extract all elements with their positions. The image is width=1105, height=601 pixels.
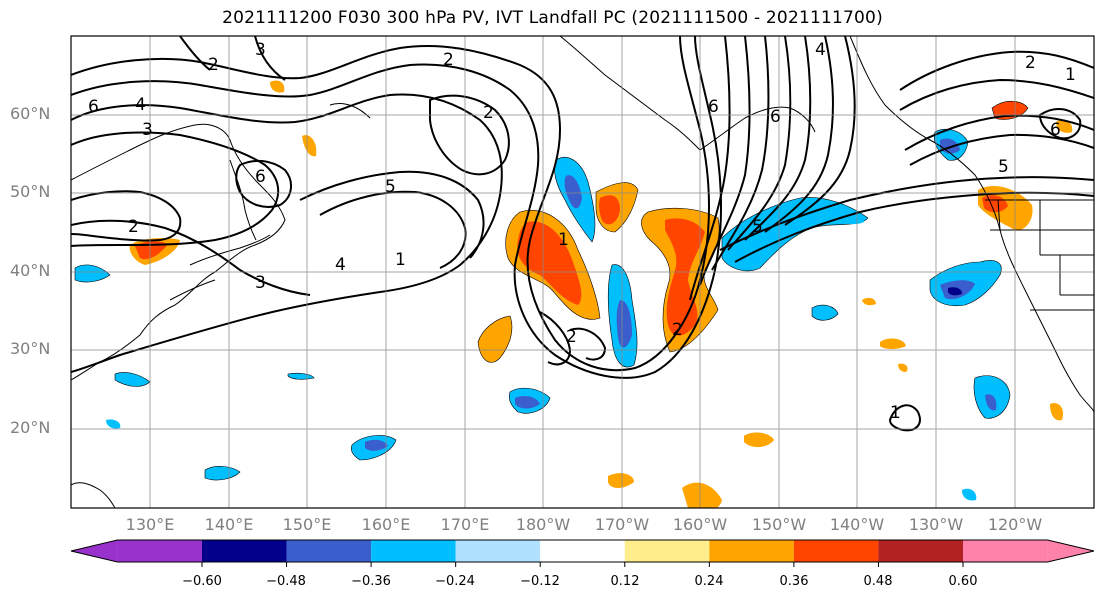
colorbar-tick-label: −0.60	[182, 574, 222, 589]
colorbar-cell	[793, 540, 879, 562]
contour-label: 2	[208, 55, 219, 75]
lon-label: 150°E	[282, 515, 332, 534]
colorbar-cell	[117, 540, 202, 562]
contour-label: 2	[1025, 53, 1036, 73]
contour-label: 1	[395, 250, 406, 270]
colorbar-tick-label: −0.12	[520, 574, 560, 589]
lon-label: 150°W	[751, 515, 807, 534]
lon-label: 170°W	[594, 515, 650, 534]
colorbar-cell	[709, 540, 794, 562]
contour-label: 1	[558, 230, 569, 250]
colorbar-cell	[624, 540, 710, 562]
contour-label: 5	[998, 157, 1009, 177]
contour-label: 6	[708, 97, 719, 117]
graticule	[71, 36, 1094, 508]
contour-label: 2	[566, 327, 577, 347]
contour-label: 4	[335, 255, 346, 275]
colorbar-cell	[963, 540, 1048, 562]
contour-label: 1	[890, 403, 901, 423]
colorbar-tick-label: −0.48	[266, 574, 306, 589]
contour-label: 2	[128, 217, 139, 237]
lon-label: 130°W	[908, 515, 964, 534]
contour-label: 4	[135, 95, 146, 115]
colorbar-extend-min	[71, 540, 118, 562]
contour-label: 3	[142, 120, 153, 140]
lat-label: 60°N	[10, 104, 51, 123]
lon-label: 140°W	[829, 515, 885, 534]
colorbar-cell	[202, 540, 287, 562]
colorbar-outline	[70, 539, 1095, 563]
colorbar-tick-label: 0.36	[779, 574, 809, 589]
colorbar-cell	[878, 540, 963, 562]
colorbar-tick-label: −0.24	[435, 574, 475, 589]
colorbar-tick-label: 0.24	[694, 574, 724, 589]
colorbar-tick-label: 0.60	[948, 574, 978, 589]
lat-label: 50°N	[10, 182, 51, 201]
contour-label: 2	[672, 320, 683, 340]
contour-label: 5	[752, 217, 763, 237]
map-title: 2021111200 F030 300 hPa PV, IVT Landfall…	[222, 8, 883, 28]
colorbar-tick-label: 0.48	[863, 574, 893, 589]
colorbar-extend-max	[1047, 540, 1094, 562]
lon-label: 160°E	[361, 515, 411, 534]
contour-label: 4	[815, 40, 826, 60]
contour-label: 6	[88, 97, 99, 117]
negative-anomaly-regions	[74, 129, 1011, 501]
colorbar-tick-label: 0.12	[610, 574, 640, 589]
colorbar-cell	[286, 540, 372, 562]
contour-label: 6	[1050, 120, 1061, 140]
lon-label: 140°E	[204, 515, 254, 534]
lon-label: 180°W	[515, 515, 571, 534]
contour-label: 5	[385, 177, 396, 197]
contour-label: 3	[255, 273, 266, 293]
colorbar-tick-label: −0.36	[351, 574, 391, 589]
map-frame	[70, 35, 1095, 509]
pv-contours	[71, 36, 1094, 432]
contour-label: 2	[443, 50, 454, 70]
colorbar	[70, 539, 1095, 567]
contour-label: 2	[483, 103, 494, 123]
colorbar-cell	[540, 540, 625, 562]
colorbar-cell	[371, 540, 456, 562]
lon-label: 120°W	[987, 515, 1043, 534]
contour-label: 3	[255, 40, 266, 60]
contour-label: 6	[770, 107, 781, 127]
lat-label: 20°N	[10, 418, 51, 437]
lon-label: 170°E	[440, 515, 490, 534]
lon-label: 160°W	[672, 515, 728, 534]
colorbar-cell	[455, 540, 541, 562]
contour-label: 1	[1065, 65, 1076, 85]
contour-labels: 2 3 6 4 3 6 2 3 4 1 5 2 2 1 2 2 6 6 5 4 …	[88, 40, 1076, 423]
lat-label: 40°N	[10, 261, 51, 280]
lat-label: 30°N	[10, 339, 51, 358]
lon-label: 130°E	[125, 515, 175, 534]
contour-label: 6	[255, 167, 266, 187]
